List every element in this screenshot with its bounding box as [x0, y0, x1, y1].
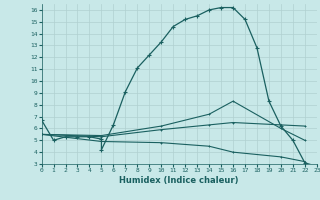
X-axis label: Humidex (Indice chaleur): Humidex (Indice chaleur) [119, 176, 239, 185]
